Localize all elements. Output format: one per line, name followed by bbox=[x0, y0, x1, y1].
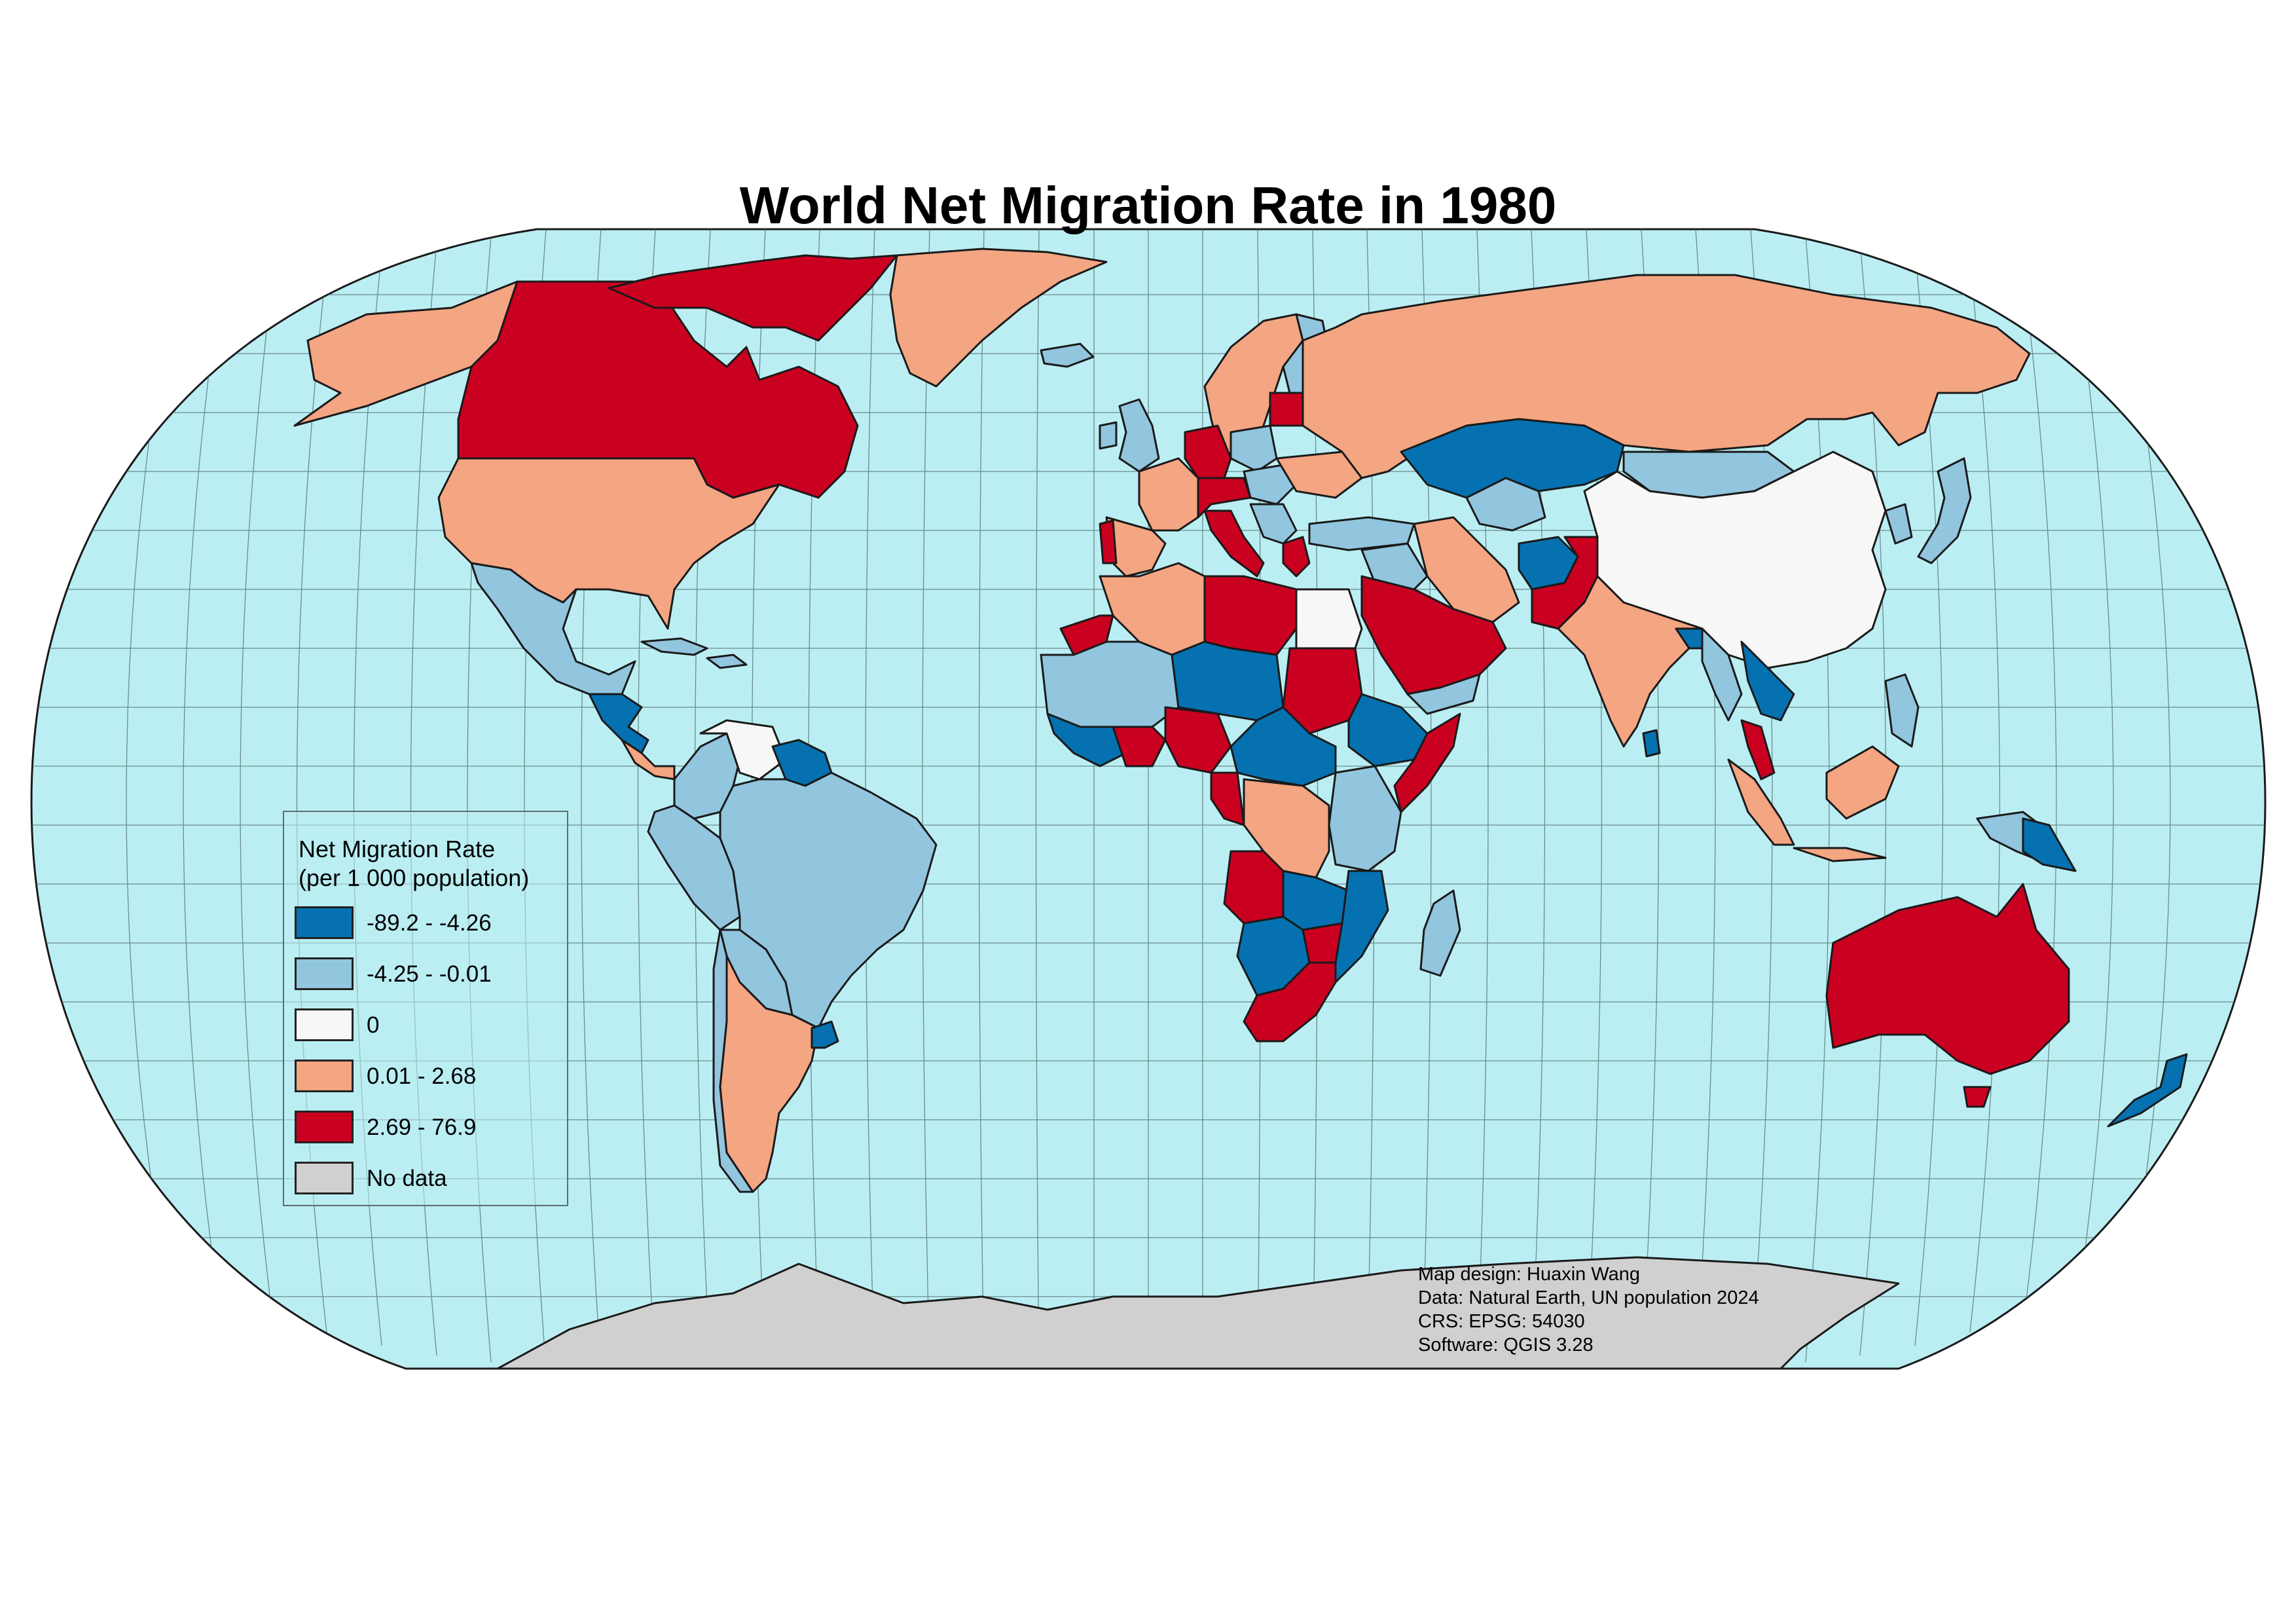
country-hispaniola bbox=[706, 654, 748, 669]
credit-data: Data: Natural Earth, UN population 2024 bbox=[1418, 1287, 1759, 1308]
country-india bbox=[1557, 575, 1704, 748]
country-australia bbox=[1825, 883, 2070, 1075]
country-central-america bbox=[588, 693, 649, 754]
legend-label: 0 bbox=[367, 1012, 380, 1038]
country-central-europe bbox=[1243, 464, 1298, 506]
country-ireland bbox=[1099, 421, 1118, 450]
country-france bbox=[1138, 457, 1199, 532]
country-switzerland-austria bbox=[1197, 477, 1252, 519]
country-philippines bbox=[1884, 673, 1920, 748]
legend-swatch bbox=[295, 1162, 354, 1194]
legend-heading-line2: (per 1 000 population) bbox=[299, 864, 530, 891]
legend-label: No data bbox=[367, 1166, 447, 1191]
country-balkans bbox=[1249, 503, 1298, 545]
legend-swatch bbox=[295, 1111, 354, 1143]
country-tasmania bbox=[1963, 1086, 1992, 1108]
country-venezuela bbox=[699, 719, 787, 781]
country-costa-rica-panama bbox=[621, 739, 676, 781]
country-alaska bbox=[293, 280, 519, 427]
country-portugal bbox=[1099, 519, 1118, 564]
country-malaysia bbox=[1740, 719, 1776, 781]
country-indochina bbox=[1740, 640, 1795, 722]
country-italy bbox=[1203, 509, 1265, 578]
country-argentina bbox=[719, 955, 820, 1193]
country-japan bbox=[1917, 457, 1972, 564]
legend-item: -4.25 - -0.01 bbox=[295, 957, 556, 990]
country-iceland bbox=[1040, 342, 1095, 368]
country-niger-chad bbox=[1171, 640, 1285, 722]
legend-label: -4.25 - -0.01 bbox=[367, 961, 492, 987]
legend-swatch bbox=[295, 957, 354, 990]
country-antarctica bbox=[496, 1256, 1900, 1370]
credit-design: Map design: Huaxin Wang bbox=[1418, 1264, 1641, 1285]
country-papua-new-guinea bbox=[2022, 817, 2077, 872]
legend-swatch bbox=[295, 1060, 354, 1092]
country-libya bbox=[1203, 575, 1298, 656]
country-east-africa bbox=[1328, 765, 1402, 872]
country-sumatra bbox=[1727, 758, 1795, 846]
country-gabon-cameroon bbox=[1210, 771, 1245, 826]
legend-item: 0 bbox=[295, 1008, 556, 1041]
country-korea bbox=[1884, 503, 1913, 545]
country-iraq-syria bbox=[1360, 542, 1429, 591]
legend-item: -89.2 - -4.26 bbox=[295, 906, 556, 939]
country-borneo bbox=[1825, 745, 1900, 820]
legend-heading-line1: Net Migration Rate bbox=[299, 836, 496, 862]
country-west-africa bbox=[1040, 640, 1180, 728]
legend-swatch bbox=[295, 906, 354, 939]
country-kazakhstan bbox=[1400, 418, 1625, 499]
country-brazil bbox=[719, 771, 938, 1029]
country-new-zealand bbox=[2107, 1053, 2188, 1128]
country-egypt bbox=[1295, 588, 1363, 650]
country-sri-lanka bbox=[1642, 729, 1661, 758]
country-ethiopia bbox=[1347, 693, 1429, 767]
country-cuba bbox=[640, 637, 708, 656]
page-title: World Net Migration Rate in 1980 bbox=[739, 176, 1557, 234]
country-ukraine bbox=[1275, 451, 1363, 499]
country-uruguay bbox=[811, 1020, 839, 1049]
country-western-sahara bbox=[1059, 614, 1114, 656]
country-poland bbox=[1230, 424, 1278, 473]
country-myanmar-thailand bbox=[1701, 627, 1743, 722]
credit-crs: CRS: EPSG: 54030 bbox=[1418, 1311, 1585, 1332]
legend-label: -89.2 - -4.26 bbox=[367, 910, 492, 936]
country-guinea-coast bbox=[1046, 712, 1127, 767]
country-madagascar bbox=[1419, 889, 1461, 977]
country-angola bbox=[1223, 850, 1285, 925]
legend-item: No data bbox=[295, 1162, 556, 1194]
country-baltics bbox=[1269, 392, 1304, 427]
country-ivory-ghana bbox=[1112, 726, 1167, 767]
map-credits: Map design: Huaxin Wang Data: Natural Ea… bbox=[1418, 1263, 1759, 1357]
countries bbox=[293, 248, 2188, 1370]
country-caucasus-iran bbox=[1413, 516, 1520, 623]
country-somalia bbox=[1393, 712, 1461, 813]
legend-label: 2.69 - 76.9 bbox=[367, 1115, 477, 1140]
legend-item: 0.01 - 2.68 bbox=[295, 1060, 556, 1092]
country-uk bbox=[1118, 398, 1160, 473]
legend-item: 2.69 - 76.9 bbox=[295, 1111, 556, 1143]
country-russia bbox=[1302, 274, 2031, 479]
country-greece bbox=[1282, 536, 1311, 578]
country-java bbox=[1793, 847, 1887, 862]
legend-label: 0.01 - 2.68 bbox=[367, 1063, 477, 1089]
legend: Net Migration Rate (per 1 000 population… bbox=[283, 811, 568, 1206]
legend-swatch bbox=[295, 1008, 354, 1041]
credit-software: Software: QGIS 3.28 bbox=[1418, 1335, 1594, 1356]
country-yemen bbox=[1406, 673, 1481, 715]
country-canada-arctic bbox=[608, 254, 898, 342]
country-uzbekistan bbox=[1465, 477, 1546, 532]
country-greenland bbox=[889, 248, 1108, 388]
country-mexico bbox=[470, 562, 636, 695]
country-south-africa bbox=[1243, 961, 1337, 1043]
country-central-africa bbox=[1230, 706, 1337, 787]
